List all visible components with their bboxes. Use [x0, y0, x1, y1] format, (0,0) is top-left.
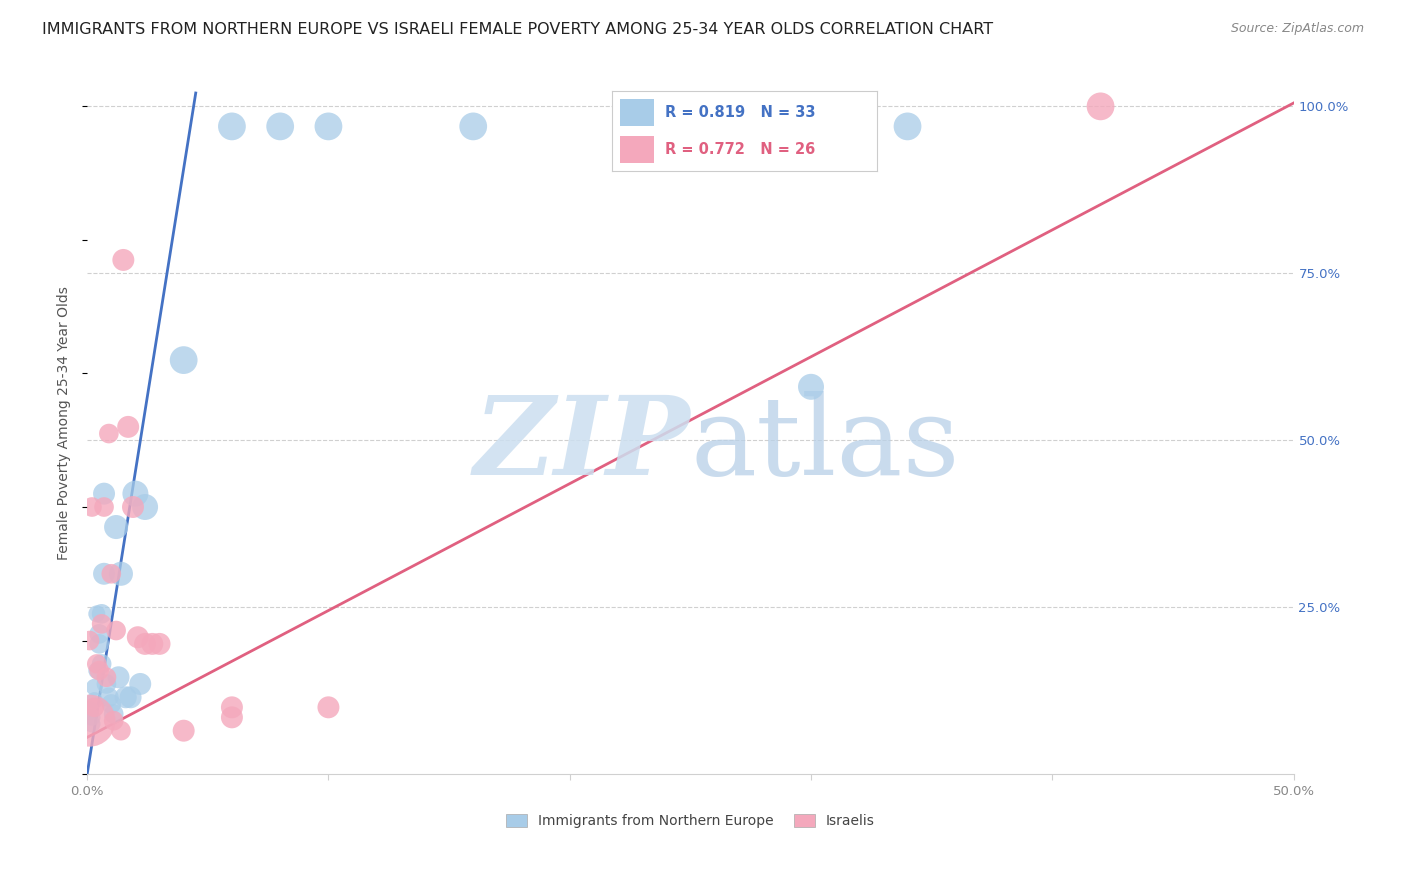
Point: [89, 637, 111, 651]
Point: [117, 420, 139, 434]
Point: [134, 500, 156, 514]
Point: [103, 706, 125, 721]
Point: [83, 700, 105, 714]
Legend: Immigrants from Northern Europe, Israelis: Immigrants from Northern Europe, Israeli…: [501, 809, 880, 834]
Point: [80, 717, 103, 731]
Point: [173, 723, 195, 738]
Text: atlas: atlas: [690, 391, 960, 498]
Y-axis label: Female Poverty Among 25-34 Year Olds: Female Poverty Among 25-34 Year Olds: [58, 286, 72, 560]
Point: [97, 426, 120, 441]
Point: [129, 677, 152, 691]
Point: [96, 677, 118, 691]
Point: [107, 670, 129, 684]
Point: [83, 693, 105, 707]
Point: [86, 664, 108, 678]
Point: [124, 486, 146, 500]
Point: [83, 681, 105, 695]
Point: [110, 723, 132, 738]
Point: [96, 670, 118, 684]
Text: IMMIGRANTS FROM NORTHERN EUROPE VS ISRAELI FEMALE POVERTY AMONG 25-34 YEAR OLDS : IMMIGRANTS FROM NORTHERN EUROPE VS ISRAE…: [42, 22, 993, 37]
Point: [221, 120, 243, 134]
Point: [93, 500, 115, 514]
Point: [79, 704, 101, 718]
Text: ZIP: ZIP: [474, 391, 690, 499]
Point: [80, 500, 103, 514]
Point: [110, 566, 132, 581]
Point: [463, 120, 485, 134]
Point: [100, 566, 122, 581]
Point: [86, 607, 108, 621]
Point: [79, 714, 101, 728]
Point: [221, 700, 243, 714]
Point: [90, 657, 112, 671]
Point: [896, 120, 918, 134]
Point: [97, 690, 120, 705]
Point: [90, 607, 112, 621]
Point: [655, 120, 678, 134]
Point: [105, 520, 128, 534]
Point: [105, 624, 128, 638]
Point: [80, 710, 103, 724]
Point: [90, 616, 112, 631]
Point: [86, 657, 108, 671]
Point: [114, 690, 136, 705]
Point: [103, 714, 125, 728]
Point: [800, 380, 823, 394]
Point: [269, 120, 291, 134]
Point: [221, 710, 243, 724]
Point: [93, 486, 115, 500]
Point: [93, 566, 115, 581]
Point: [122, 500, 145, 514]
Point: [89, 664, 111, 678]
Point: [89, 627, 111, 641]
Point: [120, 690, 142, 705]
Point: [173, 353, 195, 368]
Point: [127, 630, 149, 644]
Text: Source: ZipAtlas.com: Source: ZipAtlas.com: [1230, 22, 1364, 36]
Point: [100, 697, 122, 711]
Point: [79, 633, 101, 648]
Point: [148, 637, 170, 651]
Point: [112, 252, 135, 267]
Point: [318, 700, 340, 714]
Point: [318, 120, 340, 134]
Point: [141, 637, 163, 651]
Point: [1090, 99, 1112, 113]
Point: [134, 637, 156, 651]
